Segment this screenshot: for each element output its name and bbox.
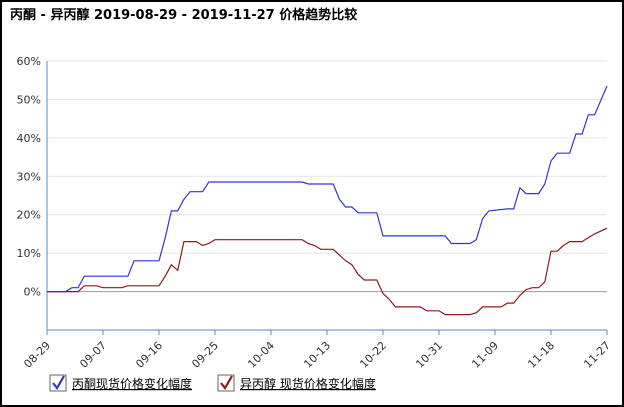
legend-label: 丙酮现货价格变化幅度 — [72, 376, 192, 391]
y-tick-label: 60% — [17, 55, 41, 68]
y-tick-label: 50% — [17, 93, 41, 106]
x-tick-label: 10-04 — [245, 339, 277, 371]
y-tick-label: 0% — [24, 286, 41, 299]
x-tick-label: 10-31 — [413, 339, 445, 371]
y-tick-label: 10% — [17, 247, 41, 260]
chart-title: 丙酮 - 异丙醇 2019-08-29 - 2019-11-27 价格趋势比较 — [10, 7, 357, 23]
legend-item: 丙酮现货价格变化幅度 — [49, 374, 192, 392]
x-tick-label: 10-13 — [301, 339, 333, 371]
series-line — [47, 85, 608, 293]
y-tick-label: 20% — [17, 209, 41, 222]
x-tick-label: 11-27 — [581, 339, 613, 371]
legend-item: 异丙醇 现货价格变化幅度 — [217, 374, 376, 392]
x-tick-label: 10-22 — [357, 339, 389, 371]
y-tick-label: 40% — [17, 132, 41, 145]
series-line — [47, 227, 608, 316]
legend-check — [220, 375, 233, 390]
legend-check — [52, 375, 65, 390]
y-tick-label: 30% — [17, 170, 41, 183]
x-tick-label: 08-29 — [21, 339, 53, 371]
legend-label: 异丙醇 现货价格变化幅度 — [240, 376, 376, 391]
x-tick-label: 09-16 — [133, 339, 165, 371]
x-tick-label: 09-25 — [189, 339, 221, 371]
x-tick-label: 11-18 — [525, 339, 557, 371]
x-tick-label: 09-07 — [77, 339, 109, 371]
x-tick-label: 11-09 — [469, 339, 501, 371]
